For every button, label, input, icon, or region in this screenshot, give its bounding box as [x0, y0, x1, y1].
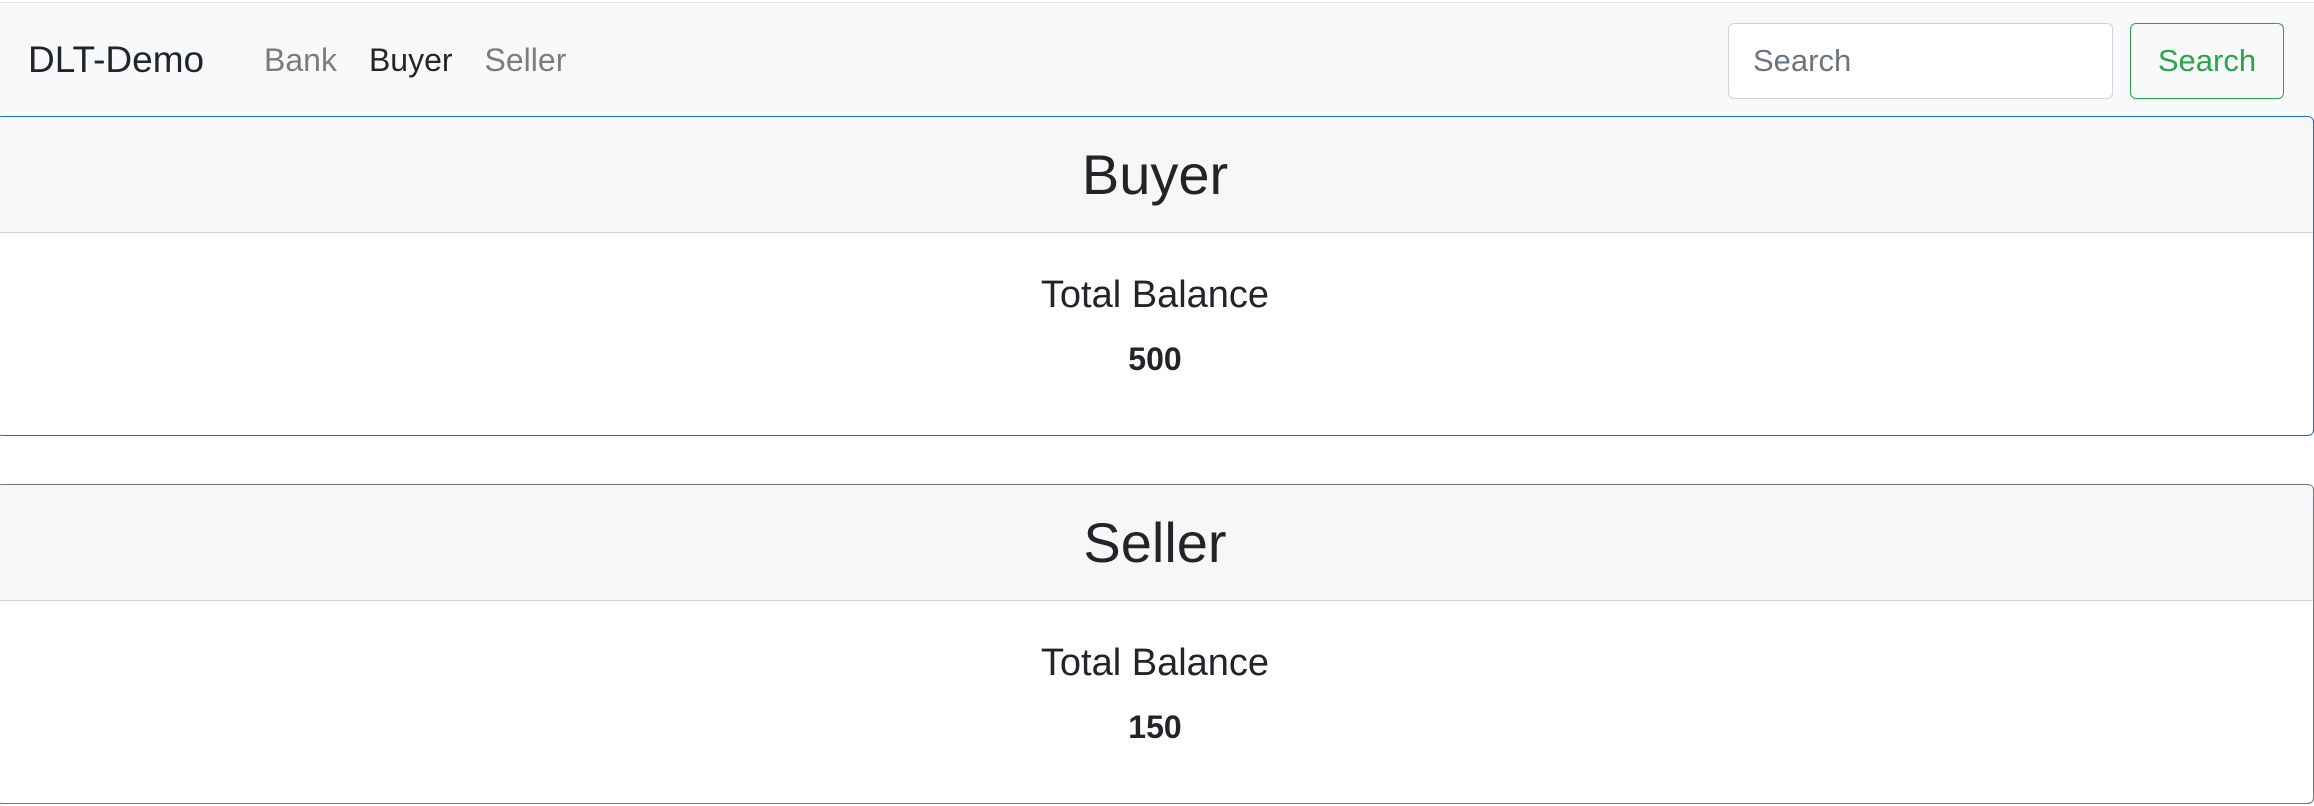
buyer-total-balance-value: 500 [1128, 340, 1182, 377]
buyer-card: Buyer Total Balance 500 [0, 116, 2314, 436]
seller-card: Seller Total Balance 150 [0, 484, 2314, 804]
buyer-total-balance-label: Total Balance [1040, 274, 1270, 316]
nav-link-bank[interactable]: Bank [264, 41, 337, 78]
seller-total-balance-label: Total Balance [1040, 642, 1270, 684]
nav-link-seller[interactable]: Seller [484, 41, 567, 78]
seller-card-header: Seller [0, 485, 2313, 601]
buyer-card-header: Buyer [0, 117, 2313, 233]
brand-link[interactable]: DLT-Demo [28, 39, 205, 80]
buyer-card-title: Buyer [1081, 143, 1229, 206]
seller-total-balance-value: 150 [1128, 708, 1182, 745]
top-navbar: DLT-Demo Bank Buyer Seller Search [0, 2, 2314, 116]
nav-link-buyer[interactable]: Buyer [368, 41, 453, 78]
buyer-card-body: Total Balance 500 [0, 233, 2313, 378]
search-button[interactable]: Search [2130, 23, 2284, 99]
seller-card-body: Total Balance 150 [0, 601, 2313, 746]
nav-links: Bank Buyer Seller [264, 3, 566, 117]
seller-card-title: Seller [1083, 511, 1227, 574]
search-input[interactable] [1728, 23, 2113, 99]
